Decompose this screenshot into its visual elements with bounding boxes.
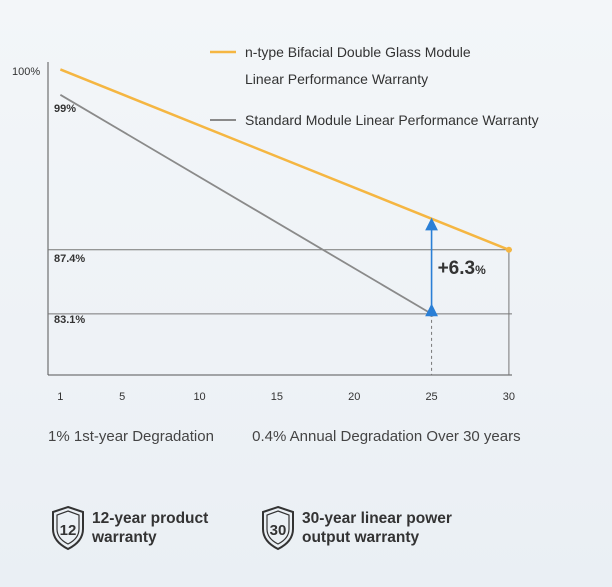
x-tick-10: 10: [193, 391, 205, 403]
x-tick-1: 1: [57, 391, 63, 403]
series-line-standard: [59, 94, 433, 315]
badge2-line1: 30-year linear power: [302, 510, 452, 527]
badge2-line2: output warranty: [302, 529, 420, 546]
annotation-unit: %: [475, 263, 486, 277]
degradation-notes: 1% 1st-year Degradation 0.4% Annual Degr…: [48, 428, 608, 445]
x-tick-15: 15: [271, 391, 283, 403]
svg-text:12: 12: [60, 522, 77, 539]
shield-12-icon: 12: [52, 505, 84, 551]
series-point-standard-end: [428, 310, 435, 317]
y-label-99: 99%: [54, 103, 76, 115]
x-tick-25: 25: [425, 391, 437, 403]
y-label-87-4: 87.4%: [54, 253, 85, 265]
x-tick-30: 30: [503, 391, 515, 403]
note-annual: 0.4% Annual Degradation Over 30 years: [252, 428, 521, 445]
legend-label-ntype-line2: Linear Performance Warranty: [245, 71, 428, 87]
svg-text:30: 30: [270, 522, 287, 539]
badge-product-warranty: 12 12-year product warranty: [50, 505, 242, 551]
badge-power-warranty: 30 30-year linear power output warranty: [260, 505, 502, 551]
y-label-83-1: 83.1%: [54, 314, 85, 326]
x-tick-20: 20: [348, 391, 360, 403]
legend: n-type Bifacial Double Glass Module Line…: [210, 44, 539, 128]
shield-30-icon: 30: [262, 505, 294, 551]
warranty-chart: n-type Bifacial Double Glass Module Line…: [12, 44, 539, 403]
annotation-label: +6.3%: [438, 258, 487, 279]
badge1-line1: 12-year product: [92, 510, 209, 527]
note-first-year: 1% 1st-year Degradation: [48, 428, 214, 445]
legend-label-ntype-line1: n-type Bifacial Double Glass Module: [245, 44, 471, 60]
x-tick-5: 5: [119, 391, 125, 403]
series-line-ntype: [59, 68, 510, 251]
annotation-value: +6.3: [438, 258, 476, 279]
badge1-line2: warranty: [92, 529, 157, 546]
x-ticks: 1 5 10 15 20 25 30: [57, 391, 515, 403]
legend-label-standard: Standard Module Linear Performance Warra…: [245, 112, 539, 128]
y-label-100: 100%: [12, 66, 40, 78]
series-point-ntype-end: [505, 246, 512, 253]
